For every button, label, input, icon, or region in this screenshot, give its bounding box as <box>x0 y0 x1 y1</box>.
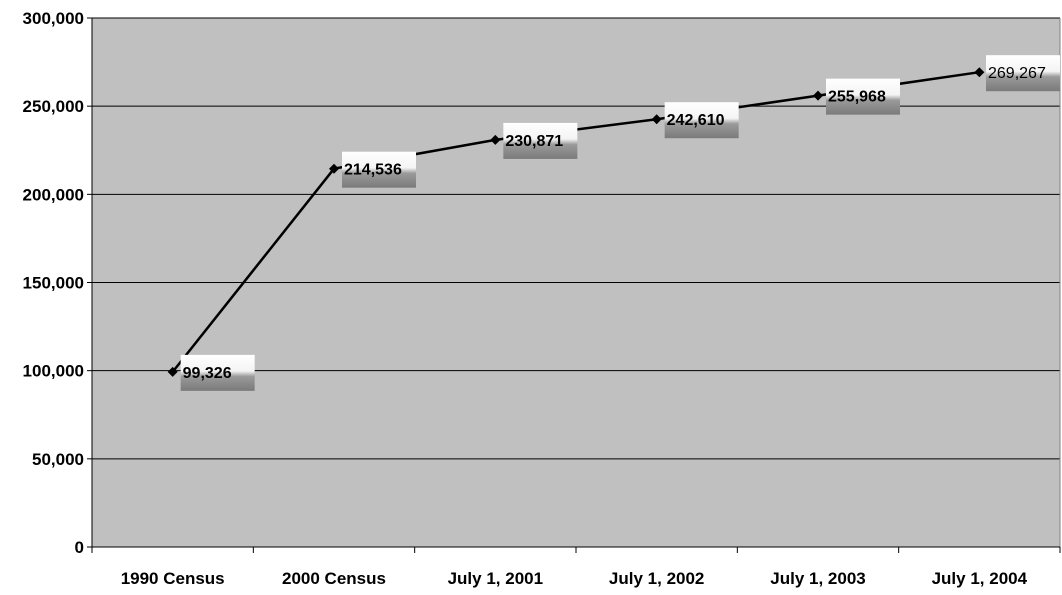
data-label-box <box>664 102 739 139</box>
data-label-box <box>180 354 255 391</box>
y-tick-label: 0 <box>75 538 84 557</box>
axes <box>87 17 1061 553</box>
data-point <box>490 134 501 145</box>
data-point <box>974 67 985 78</box>
data-label: 99,326 <box>183 365 232 382</box>
data-point <box>329 163 339 174</box>
x-tick-label: July 1, 2002 <box>609 569 704 588</box>
y-tick-labels: 0 50,000 100,000 150,000 200,000 250,000 300,0… <box>23 9 84 557</box>
data-label: 242,610 <box>667 112 725 129</box>
data-labels: 99,326 214,536 230,871 242,610 255,968 269,26… <box>180 55 1060 391</box>
y-tick-label: 250,000 <box>23 97 84 116</box>
x-tick-labels: 1990 Census 2000 Census July 1, 2001 July 1… <box>121 569 1028 588</box>
x-tick-label: July 1, 2001 <box>448 569 543 588</box>
data-point <box>813 90 823 101</box>
data-label-box <box>986 55 1060 92</box>
x-tick-label: July 1, 2003 <box>770 569 865 588</box>
x-tick-label: 2000 Census <box>282 569 386 588</box>
y-tick-label: 150,000 <box>23 274 84 293</box>
y-tick-label: 100,000 <box>23 362 84 381</box>
data-point <box>651 114 662 125</box>
y-tick-label: 300,000 <box>23 9 84 28</box>
data-label-box <box>826 78 900 115</box>
data-points <box>167 67 985 377</box>
data-label: 230,871 <box>505 133 563 150</box>
x-tick-label: 1990 Census <box>121 569 225 588</box>
data-label-box <box>503 122 578 159</box>
y-tick-label: 200,000 <box>23 185 84 204</box>
data-label: 269,267 <box>988 65 1046 82</box>
data-label: 214,536 <box>344 162 402 179</box>
x-tick-label: July 1, 2004 <box>932 569 1028 588</box>
y-tick-label: 50,000 <box>32 450 84 469</box>
data-label: 255,968 <box>828 89 886 106</box>
data-label-box <box>342 151 416 188</box>
data-point <box>167 366 178 377</box>
